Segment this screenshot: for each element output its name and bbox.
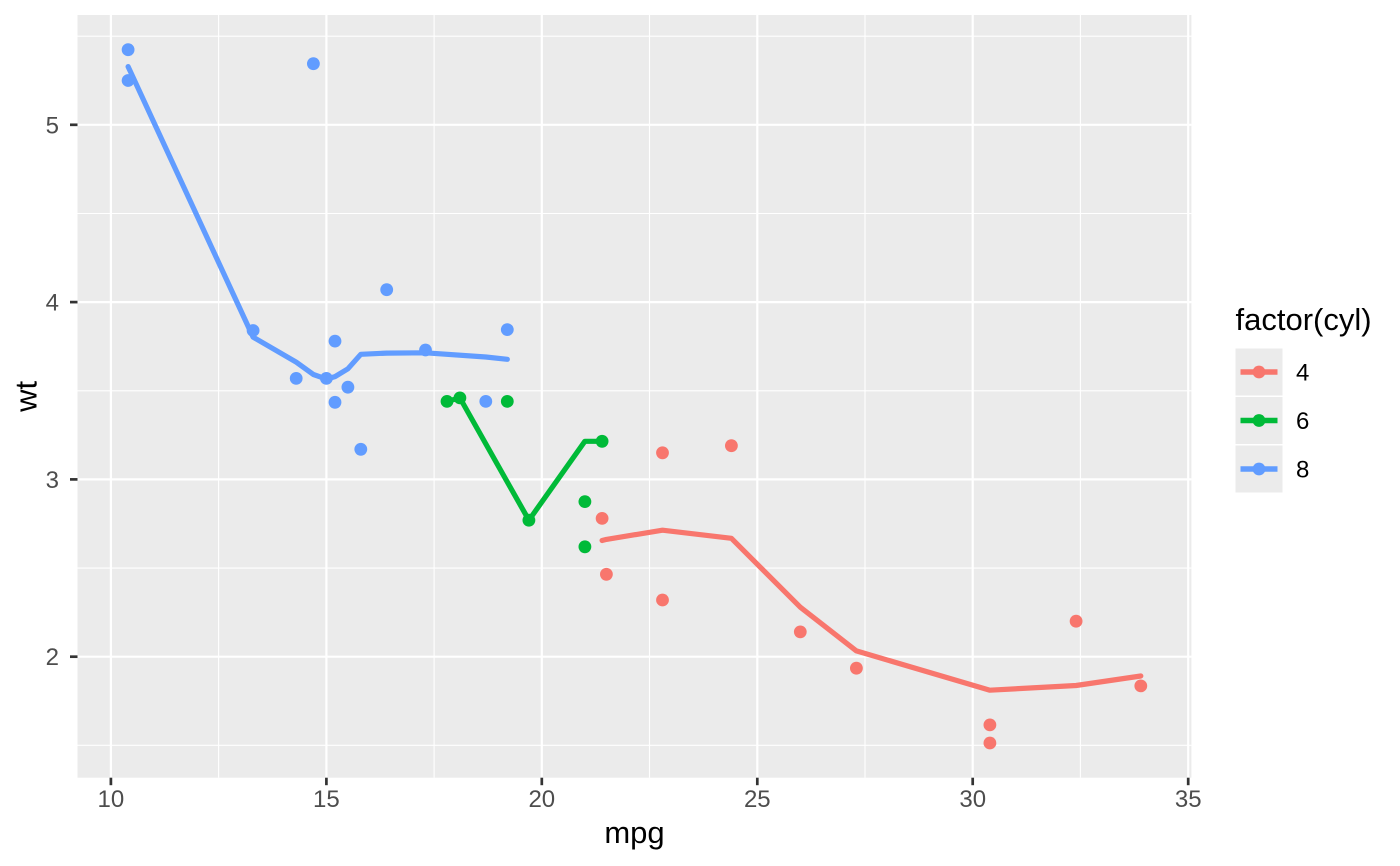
svg-text:35: 35 bbox=[1175, 786, 1202, 813]
svg-text:3: 3 bbox=[46, 467, 59, 494]
svg-text:20: 20 bbox=[528, 786, 555, 813]
svg-text:25: 25 bbox=[744, 786, 771, 813]
svg-text:factor(cyl): factor(cyl) bbox=[1236, 302, 1372, 337]
svg-text:wt: wt bbox=[9, 381, 44, 413]
svg-text:15: 15 bbox=[313, 786, 340, 813]
svg-text:4: 4 bbox=[46, 290, 59, 317]
svg-text:30: 30 bbox=[959, 786, 986, 813]
svg-text:6: 6 bbox=[1296, 408, 1309, 435]
svg-text:10: 10 bbox=[98, 786, 125, 813]
svg-text:4: 4 bbox=[1296, 360, 1309, 387]
svg-text:8: 8 bbox=[1296, 457, 1309, 484]
svg-text:5: 5 bbox=[46, 112, 59, 139]
svg-text:2: 2 bbox=[46, 644, 59, 671]
svg-text:mpg: mpg bbox=[604, 815, 664, 850]
